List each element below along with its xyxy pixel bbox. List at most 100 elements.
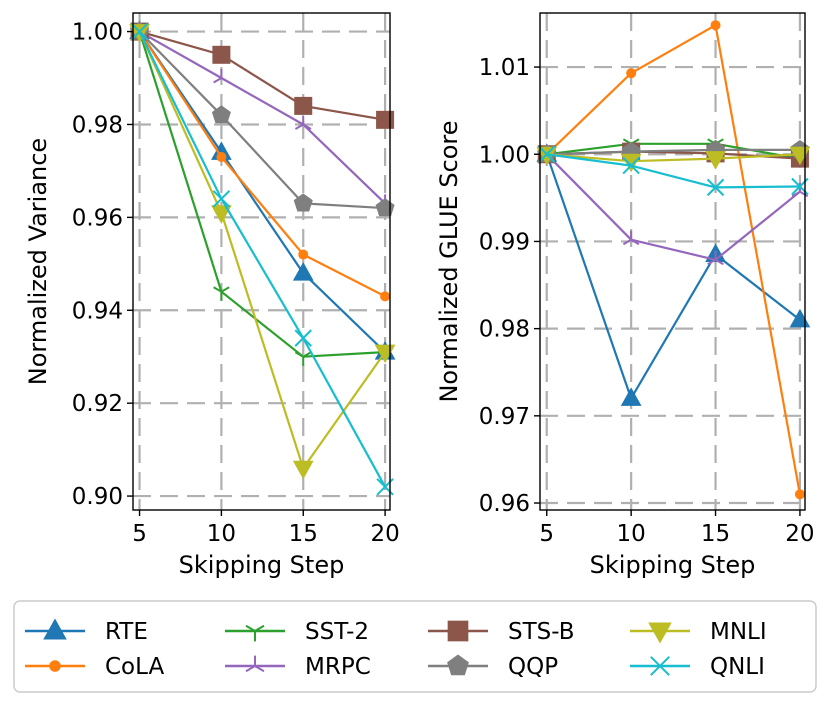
chart0-point-qqp (375, 198, 395, 217)
chart0-ytick-label: 0.96 (72, 205, 123, 231)
chart0-line-mrpc (138, 30, 386, 205)
chart1-line-sst-2 (546, 142, 801, 160)
legend-label-qqp: QQP (508, 654, 558, 680)
chart1-xtick-label: 10 (617, 521, 646, 547)
chart0-grid (133, 13, 390, 510)
chart0-line-qnli (138, 31, 387, 488)
chart0-ytick-label: 1.00 (72, 20, 123, 46)
legend-label-mrpc: MRPC (305, 654, 371, 680)
chart0-point-sst-2 (213, 286, 230, 301)
chart0-xtick-label: 10 (207, 521, 236, 547)
chart1-series-cola (541, 20, 805, 500)
chart1-plot-frame (539, 12, 806, 511)
legend-entry-rte: RTE (25, 618, 148, 645)
legend-frame (13, 600, 817, 693)
chart1-y-axis-label: Normalized GLUE Score (435, 120, 463, 402)
chart1-point-rte (789, 308, 811, 328)
chart1-point-cola (626, 68, 637, 79)
chart0-ytick-label: 0.92 (72, 391, 123, 417)
chart0-point-qqp (293, 193, 313, 212)
chart0-point-qnli (294, 329, 312, 347)
legend-label-cola: CoLA (105, 654, 164, 680)
chart1-ytick-label: 0.99 (479, 229, 530, 255)
chart1-ytick-label: 0.97 (479, 404, 530, 430)
chart0-series-qnli (130, 22, 394, 496)
chart0-line-sst-2 (138, 31, 386, 358)
legend-marker-mrpc (245, 655, 265, 673)
chart1-ytick-label: 1.00 (479, 142, 530, 168)
chart0-point-mrpc (294, 115, 312, 130)
chart1-point-mnli (620, 153, 642, 173)
chart1-point-cola (710, 20, 721, 31)
legend-marker-mnli (648, 622, 672, 644)
chart0-point-qqp (211, 105, 231, 124)
chart0-point-sts-b (294, 96, 313, 115)
chart1-line-qqp (546, 148, 800, 156)
chart0-line-mnli (138, 31, 386, 470)
legend-entry-qnli: QNLI (630, 654, 765, 680)
chart0-x-axis-label: Skipping Step (179, 551, 345, 579)
chart1-line-rte (545, 153, 801, 400)
chart1-series-rte (536, 143, 811, 406)
chart1-line-cola (546, 24, 801, 495)
chart0-point-sst-2 (294, 351, 312, 366)
legend-marker-sts-b (447, 620, 469, 642)
legend-marker-rte (43, 618, 67, 640)
chart0-y-axis-label: Normalized Variance (24, 138, 52, 385)
chart0-line-cola (138, 30, 386, 298)
chart0-point-sts-b (376, 110, 395, 129)
chart1-point-cola (794, 489, 805, 500)
chart0-series-cola (134, 26, 391, 302)
chart0-series-qqp (130, 21, 395, 217)
legend-label-sts-b: STS-B (508, 619, 575, 645)
chart1-point-mnli (705, 151, 726, 170)
chart0-plot-frame (132, 12, 391, 511)
chart0-ytick-label: 0.90 (72, 484, 123, 510)
chart0-series-rte (129, 20, 396, 360)
chart1-ytick-label: 1.01 (479, 55, 530, 81)
legend-marker-qqp (447, 654, 469, 676)
chart0-xtick-label: 20 (370, 521, 399, 547)
chart0-point-cola (216, 151, 227, 162)
legend-marker-qnli (650, 656, 670, 676)
chart1-series-group (536, 20, 811, 500)
chart1-line-mrpc (546, 153, 801, 261)
chart0-ytick-label: 0.98 (72, 112, 123, 138)
left-chart-variance: 5 10 15 20 0.90 0.92 0.94 0.96 0.98 1.00 Skipping … (24, 12, 400, 579)
chart1-point-qnli (622, 156, 640, 175)
chart0-series-group (129, 20, 396, 496)
chart0-point-mrpc (213, 68, 230, 84)
chart0-point-cola (298, 249, 309, 260)
chart0-point-mnli (211, 205, 232, 224)
legend-entry-cola: CoLA (25, 654, 164, 680)
chart1-grid (540, 13, 805, 510)
chart0-point-qnli (130, 22, 149, 41)
legend-entry-mrpc: MRPC (225, 654, 371, 680)
chart1-ytick-label: 0.98 (479, 317, 530, 343)
chart0-xtick-label: 5 (132, 521, 147, 547)
chart1-line-mnli (546, 153, 800, 163)
chart0-ytick-label: 0.94 (72, 298, 123, 324)
legend-label-qnli: QNLI (710, 654, 765, 680)
chart1-x-axis-label: Skipping Step (590, 551, 756, 579)
chart1-point-qnli (706, 178, 725, 197)
chart0-point-sts-b (212, 45, 231, 64)
chart1-point-mrpc (707, 250, 724, 266)
legend-label-mnli: MNLI (710, 619, 767, 645)
chart1-point-mrpc (622, 230, 640, 246)
chart0-xtick-label: 15 (289, 521, 318, 547)
legend-marker-sst-2 (245, 624, 265, 642)
chart0-line-sts-b (139, 30, 386, 121)
chart1-xtick-label: 5 (539, 521, 554, 547)
legend-entry-sst-2: SST-2 (225, 619, 369, 645)
chart0-line-rte (138, 30, 386, 353)
legend-label-rte: RTE (105, 619, 148, 645)
legend-marker-cola (49, 660, 61, 672)
chart1-line-qnli (546, 153, 800, 189)
legend-entry-sts-b: STS-B (428, 619, 575, 645)
legend-entry-qqp: QQP (428, 654, 558, 680)
chart1-xtick-label: 15 (701, 521, 730, 547)
legend-label-sst-2: SST-2 (305, 619, 369, 645)
legend: RTE SST-2 STS-B MNLI CoLA MRPC QQP QNLI (13, 600, 817, 693)
